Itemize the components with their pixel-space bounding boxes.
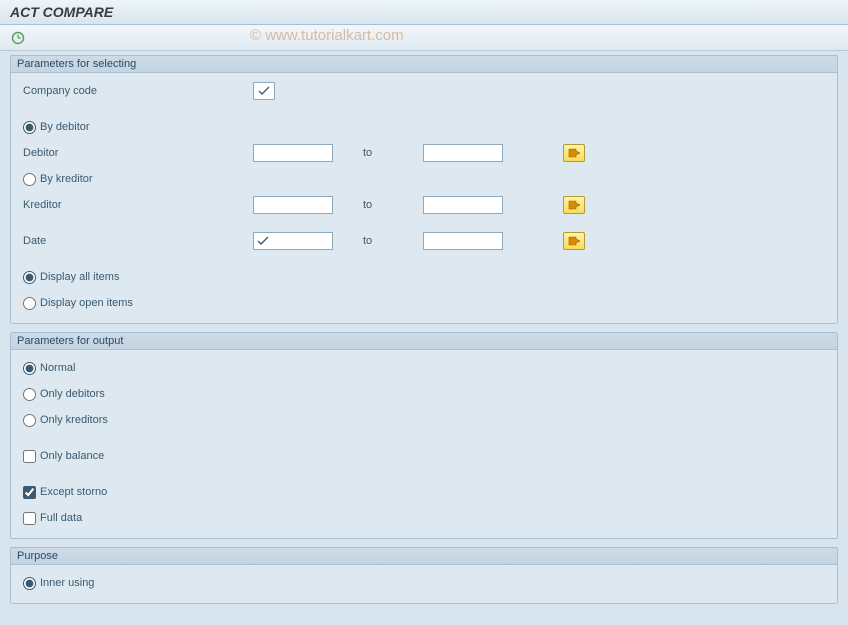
- group-output-title: Parameters for output: [11, 333, 837, 350]
- content-area: Parameters for selecting Company code By…: [0, 51, 848, 614]
- group-selecting: Parameters for selecting Company code By…: [10, 55, 838, 324]
- toolbar: © www.tutorialkart.com: [0, 25, 848, 51]
- inner-using-label: Inner using: [40, 577, 94, 589]
- only-kreditors-label: Only kreditors: [40, 414, 108, 426]
- debitor-to-label: to: [333, 147, 423, 159]
- kreditor-multi-button[interactable]: [563, 196, 585, 214]
- page-title: ACT COMPARE: [0, 0, 848, 25]
- date-from-input[interactable]: [253, 232, 333, 250]
- watermark-text: © www.tutorialkart.com: [250, 27, 404, 44]
- kreditor-label: Kreditor: [23, 199, 253, 211]
- execute-icon[interactable]: [10, 30, 26, 46]
- only-debitors-radio[interactable]: Only debitors: [23, 388, 105, 401]
- display-all-radio[interactable]: Display all items: [23, 271, 119, 284]
- kreditor-to-label: to: [333, 199, 423, 211]
- full-data-label: Full data: [40, 512, 82, 524]
- company-code-input[interactable]: [253, 82, 275, 100]
- display-open-label: Display open items: [40, 297, 133, 309]
- date-to-label: to: [333, 235, 423, 247]
- company-code-label: Company code: [23, 85, 253, 97]
- full-data-checkbox[interactable]: Full data: [23, 512, 82, 525]
- date-to-input[interactable]: [423, 232, 503, 250]
- date-multi-button[interactable]: [563, 232, 585, 250]
- debitor-label: Debitor: [23, 147, 253, 159]
- by-kreditor-radio[interactable]: By kreditor: [23, 173, 93, 186]
- except-storno-checkbox[interactable]: Except storno: [23, 486, 107, 499]
- kreditor-to-input[interactable]: [423, 196, 503, 214]
- by-debitor-label: By debitor: [40, 121, 90, 133]
- group-purpose-title: Purpose: [11, 548, 837, 565]
- only-balance-label: Only balance: [40, 450, 104, 462]
- only-kreditors-radio[interactable]: Only kreditors: [23, 414, 108, 427]
- except-storno-label: Except storno: [40, 486, 107, 498]
- by-debitor-radio[interactable]: By debitor: [23, 121, 90, 134]
- display-open-radio[interactable]: Display open items: [23, 297, 133, 310]
- only-debitors-label: Only debitors: [40, 388, 105, 400]
- debitor-to-input[interactable]: [423, 144, 503, 162]
- group-selecting-title: Parameters for selecting: [11, 56, 837, 73]
- only-balance-checkbox[interactable]: Only balance: [23, 450, 104, 463]
- kreditor-from-input[interactable]: [253, 196, 333, 214]
- group-purpose: Purpose Inner using: [10, 547, 838, 604]
- debitor-from-input[interactable]: [253, 144, 333, 162]
- by-kreditor-label: By kreditor: [40, 173, 93, 185]
- group-output: Parameters for output Normal Only debito…: [10, 332, 838, 539]
- date-label: Date: [23, 235, 253, 247]
- debitor-multi-button[interactable]: [563, 144, 585, 162]
- normal-radio[interactable]: Normal: [23, 362, 75, 375]
- normal-label: Normal: [40, 362, 75, 374]
- display-all-label: Display all items: [40, 271, 119, 283]
- inner-using-radio[interactable]: Inner using: [23, 577, 94, 590]
